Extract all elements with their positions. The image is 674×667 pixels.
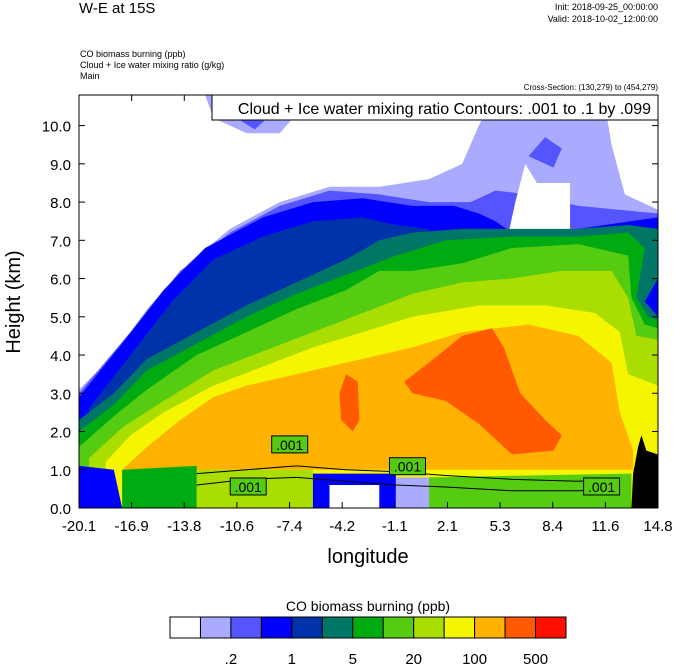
y-tick-label: 3.0: [50, 386, 71, 403]
y-tick-label: 2.0: [50, 425, 71, 442]
colorbar-swatch: [169, 616, 201, 639]
x-tick-label: -20.1: [62, 518, 96, 535]
subtitle-co: CO biomass burning (ppb): [80, 49, 186, 59]
contour-label-box: [388, 457, 426, 476]
plot-title: W-E at 15S: [79, 0, 156, 17]
y-tick-label: 7.0: [50, 233, 71, 250]
y-tick-label: 6.0: [50, 272, 71, 289]
contour-label: .001: [588, 479, 615, 495]
y-axis-label: Height (km): [3, 250, 25, 353]
x-tick-label: -1.1: [382, 518, 408, 535]
co-level-6-region: [122, 465, 197, 508]
x-tick-label: -10.6: [220, 518, 254, 535]
x-tick-label: 8.4: [542, 518, 563, 535]
subtitle-cloud: Cloud + Ice water mixing ratio (g/kg): [80, 60, 225, 70]
colorbar-swatch: [535, 616, 567, 639]
co-level-3-region: [79, 465, 123, 508]
x-tick-label: -13.8: [167, 518, 201, 535]
colorbar-swatch: [321, 616, 354, 639]
y-tick-label: 0.0: [50, 501, 71, 518]
colorbar-swatch: [230, 616, 262, 639]
y-tick-label: 10.0: [42, 119, 71, 136]
colorbar-swatch: [413, 616, 445, 639]
colorbar-swatch: [474, 616, 506, 639]
colorbar-label: 20: [405, 651, 422, 667]
colorbar-swatch: [260, 616, 293, 639]
colorbar-label: 1: [288, 651, 296, 667]
contour-legend: Cloud + Ice water mixing ratio Contours:…: [238, 101, 651, 118]
x-tick-label: -16.9: [115, 518, 149, 535]
y-tick-label: 5.0: [50, 310, 71, 327]
contour-label-box: [229, 477, 267, 496]
co-field: [79, 95, 658, 508]
x-tick-label: 14.8: [643, 518, 672, 535]
colorbar-title: CO biomass burning (ppb): [286, 598, 450, 614]
colorbar-swatch: [352, 616, 384, 639]
valid-time: Valid: 2018-10-02_12:00:00: [547, 14, 658, 24]
contour-label-box: [271, 435, 309, 454]
co-level-1-region: [395, 477, 430, 508]
colorbar-label: 5: [349, 651, 357, 667]
subtitle-domain: Main: [80, 71, 100, 81]
x-tick-label: -4.2: [329, 518, 355, 535]
x-tick-label: -7.4: [277, 518, 303, 535]
colorbar: .2 1 5 20 100 500: [169, 616, 567, 667]
co-level-11-region: [404, 328, 562, 455]
contour-label: .001: [235, 479, 262, 495]
contour-label: .001: [276, 437, 303, 453]
co-level-0-region: [508, 163, 571, 241]
co-level-2-region: [528, 137, 562, 168]
colorbar-swatch: [291, 616, 323, 639]
colorbar-swatch: [504, 616, 537, 639]
x-tick-label: 11.6: [591, 518, 619, 535]
terrain: [631, 435, 658, 508]
y-tick-label: 4.0: [50, 348, 71, 365]
x-tick-label: 5.3: [490, 518, 511, 535]
co-level-0-region: [329, 485, 380, 508]
colorbar-label: 100: [462, 651, 487, 667]
axis-ticks: -20.1 -16.9 -13.8 -10.6 -7.4 -4.2 -1.1 2.1 5.3 8.…: [42, 95, 673, 535]
colorbar-label: .2: [225, 651, 238, 667]
colorbar-swatch: [443, 616, 476, 639]
y-tick-label: 1.0: [50, 463, 71, 480]
contour-label: .001: [394, 459, 421, 475]
cross-section-label: Cross-Section: (130,279) to (454,279): [523, 83, 658, 92]
colorbar-label: 500: [523, 651, 548, 667]
cloud-contours: .001 .001 .001 .001: [196, 435, 621, 496]
y-tick-label: 8.0: [50, 195, 71, 212]
contour-label-box: [583, 477, 621, 496]
contour-legend-box: [211, 94, 659, 121]
x-tick-label: 2.1: [437, 518, 458, 535]
x-axis-label: longitude: [327, 546, 408, 568]
init-time: Init: 2018-09-25_00:00:00: [554, 2, 658, 12]
co-level-11-region: [339, 374, 360, 432]
colorbar-swatch: [199, 616, 232, 639]
y-tick-label: 9.0: [50, 157, 71, 174]
colorbar-swatch: [382, 616, 415, 639]
